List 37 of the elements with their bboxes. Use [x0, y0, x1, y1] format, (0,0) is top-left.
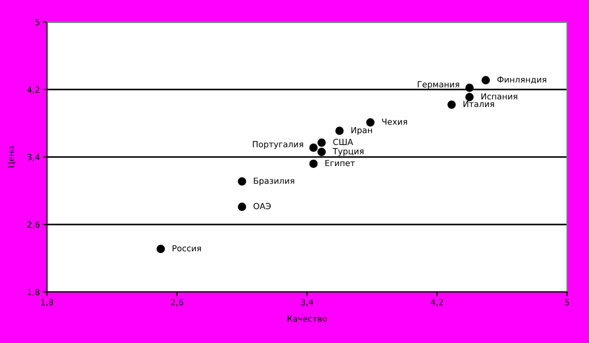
- point: [366, 118, 375, 127]
- point: [482, 76, 490, 84]
- point: [238, 177, 246, 186]
- annotation: Иран: [351, 127, 372, 135]
- annotation: Россия: [172, 245, 201, 252]
- y-tick-label: 2,6: [27, 221, 40, 229]
- annotation: Италия: [464, 100, 494, 108]
- x-tick-label: 4,2: [430, 299, 443, 306]
- y-axis-title: Цена: [8, 146, 16, 168]
- y-tick-label: 5: [35, 19, 40, 26]
- point: [465, 84, 474, 92]
- annotation: США: [333, 138, 354, 146]
- point: [447, 100, 456, 109]
- x-axis-title: Качество: [288, 316, 327, 322]
- annotation: Финляндия: [497, 76, 546, 84]
- x-tick-label: 5: [564, 299, 569, 306]
- y-tick-label: 3,4: [27, 154, 40, 162]
- annotation: Португалия: [252, 141, 304, 149]
- x-tick-label: 3,4: [301, 299, 314, 306]
- annotation: Германия: [418, 81, 460, 90]
- point: [156, 244, 165, 254]
- annotation: Бразилия: [254, 178, 294, 186]
- point: [317, 138, 326, 147]
- annotation: Испания: [481, 93, 518, 100]
- annotation: Египет: [325, 160, 355, 166]
- annotation: Чехия: [382, 118, 407, 125]
- point: [317, 148, 326, 156]
- y-tick-label: 1,8: [28, 288, 40, 296]
- x-tick-label: 1,8: [41, 299, 54, 306]
- x-tick-label: 2,6: [170, 299, 184, 306]
- annotation: Турция: [332, 148, 364, 156]
- point: [335, 126, 344, 136]
- point: [309, 160, 318, 168]
- point: [309, 144, 318, 152]
- annotation: ОАЭ: [254, 202, 271, 210]
- point: [238, 202, 246, 211]
- y-tick-label: 4,2: [27, 86, 40, 94]
